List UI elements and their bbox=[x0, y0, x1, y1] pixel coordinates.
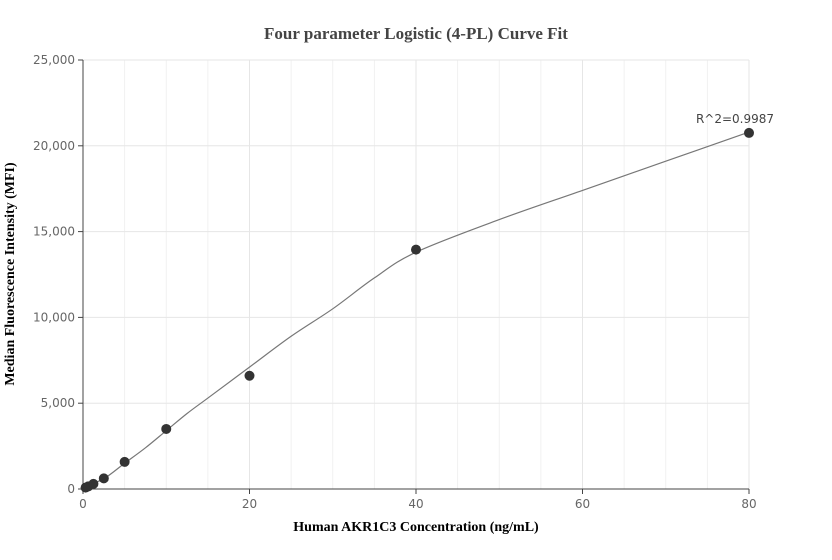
data-point bbox=[744, 127, 754, 138]
x-tick-label: 20 bbox=[242, 497, 257, 511]
fit-curve bbox=[82, 131, 750, 488]
y-tick-label: 25,000 bbox=[33, 53, 75, 67]
data-point bbox=[411, 244, 421, 255]
grid bbox=[83, 59, 750, 489]
x-tick-label: 60 bbox=[575, 497, 590, 511]
r-squared-annotation: R^2=0.9987 bbox=[696, 112, 774, 126]
axes: 0 5,000 10,000 15,000 20,000 25,000 0 20 40 60 80 bbox=[33, 53, 757, 511]
x-tick-label: 80 bbox=[741, 497, 756, 511]
x-tick-label: 40 bbox=[408, 497, 423, 511]
data-point bbox=[244, 370, 255, 381]
data-point bbox=[98, 473, 109, 484]
y-tick-label: 5,000 bbox=[41, 396, 75, 410]
chart-title: Four parameter Logistic (4-PL) Curve Fit bbox=[264, 24, 568, 43]
y-tick-label: 0 bbox=[67, 482, 75, 496]
y-tick-label: 20,000 bbox=[33, 139, 75, 153]
x-tick-label: 0 bbox=[79, 497, 87, 511]
y-tick-label: 15,000 bbox=[33, 225, 75, 239]
y-axis-title: Median Fluorescence Intensity (MFI) bbox=[3, 162, 18, 386]
x-axis-title: Human AKR1C3 Concentration (ng/mL) bbox=[293, 520, 539, 535]
data-point bbox=[161, 423, 172, 434]
data-point bbox=[119, 456, 130, 467]
data-point bbox=[88, 478, 99, 489]
data-series bbox=[80, 127, 754, 493]
y-tick-label: 10,000 bbox=[33, 310, 75, 324]
